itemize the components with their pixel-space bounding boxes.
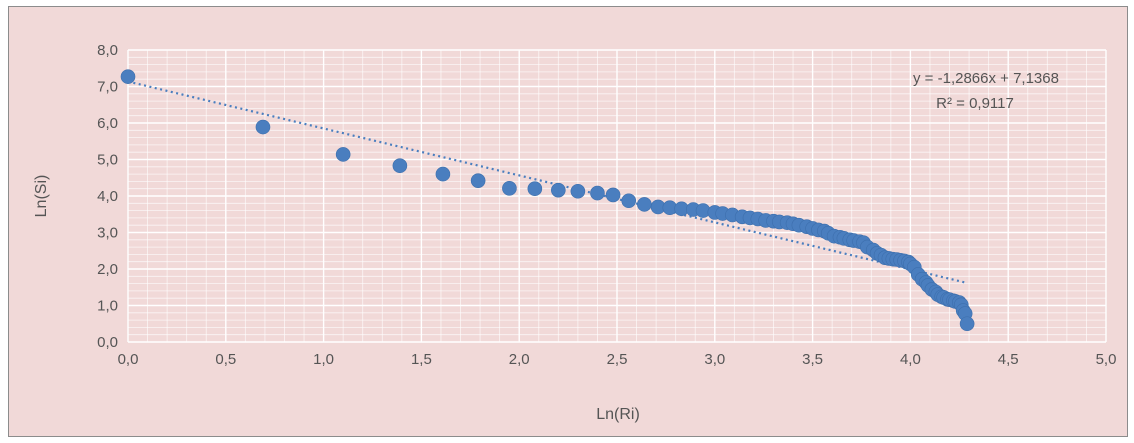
- x-tick-label: 1,0: [313, 351, 334, 368]
- y-tick-label: 5,0: [97, 152, 118, 169]
- x-tick-label: 3,0: [704, 351, 725, 368]
- y-tick-label: 8,0: [97, 42, 118, 59]
- y-tick-label: 0,0: [97, 334, 118, 351]
- data-point: [621, 193, 637, 209]
- data-point: [959, 316, 975, 332]
- data-point: [335, 147, 351, 162]
- data-point: [551, 182, 566, 198]
- data-points: [120, 69, 975, 332]
- data-point: [570, 183, 586, 199]
- data-point: [255, 119, 271, 135]
- x-tick-label: 4,5: [998, 351, 1019, 368]
- y-tick-label: 2,0: [97, 261, 118, 278]
- y-tick-label: 6,0: [97, 115, 118, 132]
- trendline-equation: y = -1,2866x + 7,1368: [913, 70, 1059, 87]
- scatter-chart: 0,0 0,5 1,0 1,5 2,0 2,5 3,0 3,5 4,0 4,5 5,0 0,0 1,0…: [33, 42, 1117, 423]
- x-tick-label: 1,5: [411, 351, 432, 368]
- y-tick-label: 4,0: [97, 188, 118, 205]
- data-point: [637, 197, 652, 212]
- x-tick-labels: 0,0 0,5 1,0 1,5 2,0 2,5 3,0 3,5 4,0 4,5 5,0: [118, 351, 1117, 368]
- chart-area: 0,0 0,5 1,0 1,5 2,0 2,5 3,0 3,5 4,0 4,5 5,0 0,0 1,0…: [8, 6, 1128, 437]
- x-tick-label: 2,0: [509, 351, 530, 368]
- y-tick-label: 1,0: [97, 298, 118, 315]
- data-point: [470, 173, 486, 188]
- x-axis-title: Ln(Ri): [596, 406, 640, 423]
- y-tick-labels: 0,0 1,0 2,0 3,0 4,0 5,0 6,0 7,0 8,0: [97, 42, 118, 351]
- y-tick-label: 3,0: [97, 225, 118, 242]
- y-axis-title: Ln(Si): [33, 175, 50, 218]
- data-point: [590, 185, 605, 201]
- data-point: [120, 69, 136, 84]
- y-tick-label: 7,0: [97, 79, 118, 96]
- x-tick-label: 5,0: [1096, 351, 1117, 368]
- data-point: [435, 166, 451, 182]
- data-point: [605, 187, 621, 203]
- x-tick-label: 0,5: [215, 351, 236, 368]
- data-point: [502, 181, 517, 196]
- trendline-r-squared: R² = 0,9117: [936, 95, 1014, 112]
- x-tick-label: 4,0: [900, 351, 921, 368]
- trendline: [127, 80, 966, 284]
- data-point: [392, 158, 408, 174]
- x-tick-label: 3,5: [802, 351, 823, 368]
- x-tick-label: 0,0: [118, 351, 139, 368]
- major-gridlines: [127, 49, 1107, 343]
- x-tick-label: 2,5: [607, 351, 628, 368]
- data-point: [527, 181, 543, 196]
